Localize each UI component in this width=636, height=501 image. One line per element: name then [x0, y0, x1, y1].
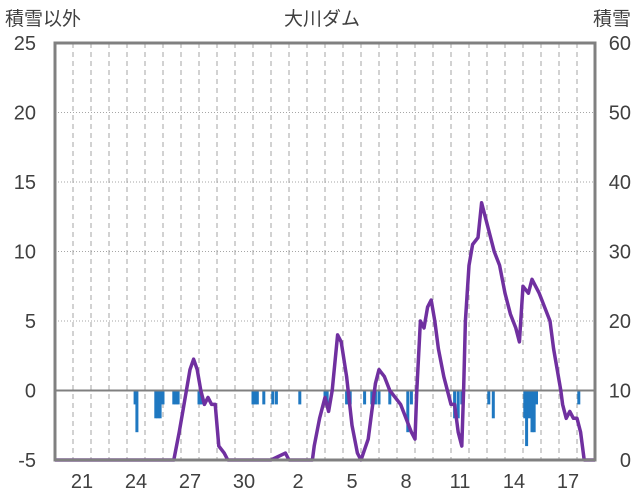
right-tick-label: 30: [609, 242, 631, 264]
left-tick-label: 20: [14, 103, 36, 125]
bar: [174, 390, 178, 405]
bar: [262, 390, 266, 405]
bar: [377, 390, 381, 405]
bar: [172, 390, 176, 405]
right-axis-ticks: 60 50 40 30 20 10 0: [609, 33, 631, 472]
x-tick-label: 21: [71, 471, 93, 493]
bar: [325, 390, 329, 405]
bar: [487, 390, 491, 405]
bar: [370, 390, 374, 405]
bar-series: [133, 390, 581, 447]
bar: [532, 390, 536, 433]
right-axis-label: 積雪: [593, 8, 631, 30]
x-tick-label: 17: [557, 471, 579, 493]
bar: [456, 390, 460, 419]
bar: [388, 390, 392, 405]
bar: [274, 390, 278, 405]
left-tick-label: 0: [25, 381, 36, 403]
bar: [133, 390, 137, 405]
left-tick-label: 15: [14, 172, 36, 194]
chart-title: 大川ダム: [284, 8, 360, 30]
right-tick-label: 0: [620, 450, 631, 472]
bar: [176, 390, 180, 405]
bar: [535, 390, 538, 405]
x-tick-label: 30: [233, 471, 255, 493]
bar: [406, 390, 410, 433]
bar: [197, 390, 201, 405]
right-tick-label: 10: [609, 381, 631, 403]
right-tick-label: 20: [609, 311, 631, 333]
bar: [577, 390, 581, 405]
bar: [298, 390, 302, 405]
bar: [161, 390, 165, 405]
bar: [253, 390, 257, 405]
bar: [156, 390, 160, 419]
plot-frame: [53, 41, 597, 462]
bar: [409, 390, 413, 405]
bar: [527, 390, 531, 419]
left-tick-label: 10: [14, 242, 36, 264]
x-tick-label: 8: [400, 471, 411, 493]
bar: [523, 390, 527, 419]
right-tick-label: 60: [609, 33, 631, 55]
bar: [373, 390, 377, 405]
bar: [491, 390, 495, 419]
x-tick-label: 5: [346, 471, 357, 493]
x-tick-label: 14: [503, 471, 525, 493]
bar: [525, 390, 529, 447]
x-tick-label: 2: [292, 471, 303, 493]
right-tick-label: 40: [609, 172, 631, 194]
bar: [271, 390, 275, 405]
x-tick-label: 27: [179, 471, 201, 493]
x-tick-label: 11: [450, 471, 471, 493]
bar: [530, 390, 534, 433]
left-tick-label: 25: [14, 33, 36, 55]
bar: [135, 390, 139, 433]
bar: [158, 390, 162, 419]
line-series: [55, 201, 595, 462]
bar: [363, 390, 367, 405]
x-tick-label: 24: [125, 471, 147, 493]
bar: [345, 390, 349, 405]
right-tick-label: 50: [609, 103, 631, 125]
left-tick-label: 5: [25, 311, 36, 333]
bar: [154, 390, 158, 419]
left-axis-ticks: 25 20 15 10 5 0 -5: [14, 33, 36, 472]
bar: [255, 390, 259, 405]
bar: [251, 390, 255, 405]
left-axis-label: 積雪以外: [5, 8, 81, 30]
left-tick-label: -5: [18, 450, 36, 472]
snow-depth-line: [55, 201, 595, 462]
grid: [55, 43, 595, 460]
x-axis-ticks: 21 24 27 30 2 5 8 11 14 17: [71, 471, 579, 493]
